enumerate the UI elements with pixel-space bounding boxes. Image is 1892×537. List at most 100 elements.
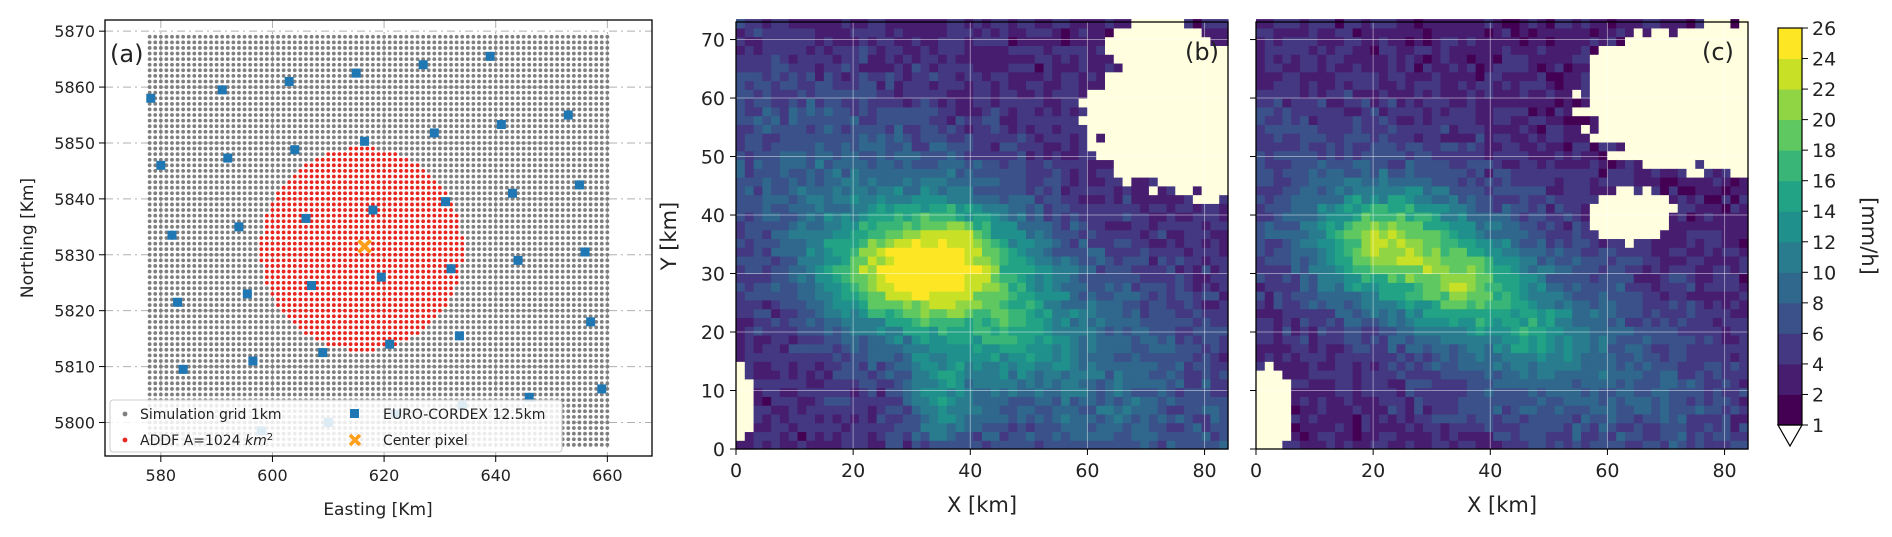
grid-point <box>147 169 152 173</box>
grid-point <box>242 264 247 268</box>
grid-point <box>337 90 342 95</box>
grid-point <box>259 129 264 134</box>
grid-point <box>410 359 414 363</box>
grid-point <box>549 79 554 84</box>
grid-point <box>292 135 297 140</box>
grid-point <box>320 46 325 50</box>
grid-point <box>538 213 543 218</box>
grid-point <box>521 375 526 380</box>
grid-point <box>432 163 437 168</box>
grid-point <box>253 124 258 129</box>
grid-point <box>599 342 604 347</box>
grid-point <box>287 57 292 62</box>
grid-point <box>571 420 576 425</box>
grid-point <box>482 85 487 89</box>
grid-point <box>460 364 465 369</box>
grid-point <box>147 314 152 319</box>
grid-point <box>259 118 264 123</box>
grid-point <box>538 129 543 134</box>
grid-point <box>549 336 554 341</box>
grid-point <box>203 107 208 112</box>
grid-point <box>549 152 554 157</box>
grid-point <box>225 241 230 246</box>
grid-point <box>203 208 208 212</box>
grid-point <box>516 196 520 201</box>
grid-point <box>410 392 414 397</box>
grid-point <box>594 269 599 274</box>
grid-point <box>248 224 253 229</box>
grid-point <box>276 141 280 145</box>
grid-point <box>225 124 230 129</box>
grid-point <box>532 157 537 162</box>
grid-point <box>253 68 258 73</box>
grid-point <box>242 308 247 313</box>
grid-point <box>426 96 431 101</box>
grid-point <box>566 90 571 95</box>
grid-point <box>237 325 241 330</box>
grid-point <box>343 370 347 375</box>
grid-point <box>471 34 476 39</box>
grid-point <box>192 264 197 268</box>
grid-point <box>382 46 386 50</box>
grid-point <box>181 353 186 358</box>
grid-point <box>544 46 548 50</box>
grid-point <box>304 359 308 363</box>
grid-point <box>164 336 169 341</box>
grid-point <box>225 314 230 319</box>
grid-point <box>153 101 158 106</box>
grid-point <box>437 124 442 129</box>
grid-point <box>443 381 448 386</box>
grid-point <box>499 219 504 224</box>
grid-point <box>320 79 325 84</box>
grid-point <box>465 208 470 212</box>
grid-point <box>516 280 520 285</box>
grid-point <box>588 359 593 363</box>
grid-point <box>471 269 476 274</box>
grid-point <box>164 113 169 117</box>
grid-point <box>170 208 174 212</box>
grid-point <box>477 90 481 95</box>
grid-point <box>253 258 258 263</box>
grid-point <box>521 252 526 257</box>
grid-point <box>488 90 493 95</box>
grid-point <box>253 141 258 145</box>
grid-point <box>281 174 286 179</box>
grid-point <box>214 375 219 380</box>
grid-point <box>186 364 191 369</box>
grid-point <box>493 303 498 307</box>
grid-point <box>153 275 158 280</box>
grid-point <box>281 152 286 157</box>
grid-point <box>504 319 509 324</box>
grid-point <box>521 353 526 358</box>
grid-point <box>477 196 481 201</box>
grid-point <box>270 107 275 112</box>
grid-point <box>488 135 493 140</box>
grid-point <box>599 336 604 341</box>
grid-point <box>560 185 565 190</box>
grid-point <box>298 101 303 106</box>
grid-point <box>242 51 247 56</box>
grid-point <box>426 152 431 157</box>
grid-point <box>432 364 437 369</box>
grid-point <box>231 57 236 62</box>
grid-point <box>588 370 593 375</box>
grid-point <box>225 34 230 39</box>
grid-point <box>516 101 520 106</box>
grid-point <box>231 46 236 50</box>
grid-point <box>532 180 537 185</box>
grid-point <box>493 191 498 196</box>
grid-point <box>170 107 174 112</box>
grid-point <box>465 219 470 224</box>
grid-point <box>426 370 431 375</box>
grid-point <box>493 387 498 391</box>
grid-point <box>264 141 269 145</box>
grid-point <box>516 342 520 347</box>
grid-point <box>499 113 504 117</box>
grid-point <box>527 258 532 263</box>
grid-point <box>326 135 331 140</box>
grid-point <box>237 297 241 302</box>
grid-point <box>510 280 515 285</box>
grid-point <box>337 34 342 39</box>
grid-point <box>544 297 548 302</box>
grid-point <box>571 73 576 78</box>
